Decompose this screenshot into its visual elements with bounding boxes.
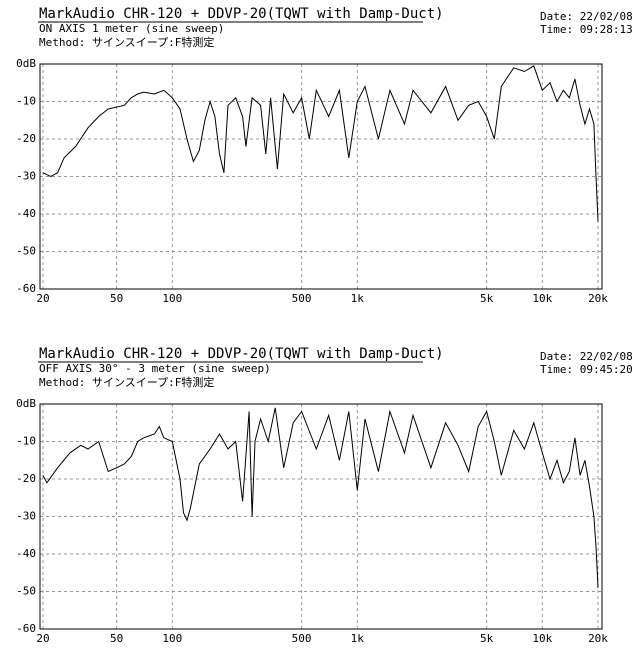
y-tick-label: -10 [16,95,36,108]
x-tick-label: 1k [351,632,365,645]
y-tick-label: -50 [16,585,36,598]
y-tick-label: 0dB [16,57,36,70]
y-tick-label: -40 [16,547,36,560]
date: Date: 22/02/08 [540,10,633,23]
time: Time: 09:45:20 [540,363,633,376]
y-tick-label: -20 [16,132,36,145]
x-tick-label: 500 [292,292,312,305]
y-tick-label: -30 [16,170,36,183]
x-tick-label: 50 [110,632,123,645]
method: Method: サインスイープ:F特測定 [39,375,214,389]
x-tick-label: 100 [162,632,182,645]
x-tick-label: 10k [532,632,552,645]
y-tick-label: -10 [16,435,36,448]
x-tick-label: 20k [588,632,608,645]
date: Date: 22/02/08 [540,350,633,363]
x-tick-label: 5k [480,632,494,645]
subtitle: OFF AXIS 30° - 3 meter (sine sweep) [39,362,271,375]
y-tick-label: 0dB [16,397,36,410]
plot-frame [39,63,603,290]
y-tick-label: -60 [16,282,36,295]
y-tick-label: -20 [16,472,36,485]
x-tick-label: 20k [588,292,608,305]
y-tick-label: -60 [16,622,36,635]
y-tick-label: -40 [16,207,36,220]
response-line [42,65,599,222]
x-tick-label: 20 [36,632,49,645]
y-tick-label: -30 [16,510,36,523]
x-tick-label: 100 [162,292,182,305]
plot-frame [39,403,603,630]
subtitle: ON AXIS 1 meter (sine sweep) [39,22,224,35]
x-tick-label: 500 [292,632,312,645]
response-line [42,407,599,588]
x-tick-label: 1k [351,292,365,305]
chart-title: MarkAudio CHR-120 + DDVP-20(TQWT with Da… [39,346,444,362]
x-tick-label: 10k [532,292,552,305]
time: Time: 09:28:13 [540,23,633,36]
y-tick-label: -50 [16,245,36,258]
x-tick-label: 5k [480,292,494,305]
method: Method: サインスイープ:F特測定 [39,35,214,49]
x-tick-label: 50 [110,292,123,305]
chart-title: MarkAudio CHR-120 + DDVP-20(TQWT with Da… [39,6,444,22]
x-tick-label: 20 [36,292,49,305]
